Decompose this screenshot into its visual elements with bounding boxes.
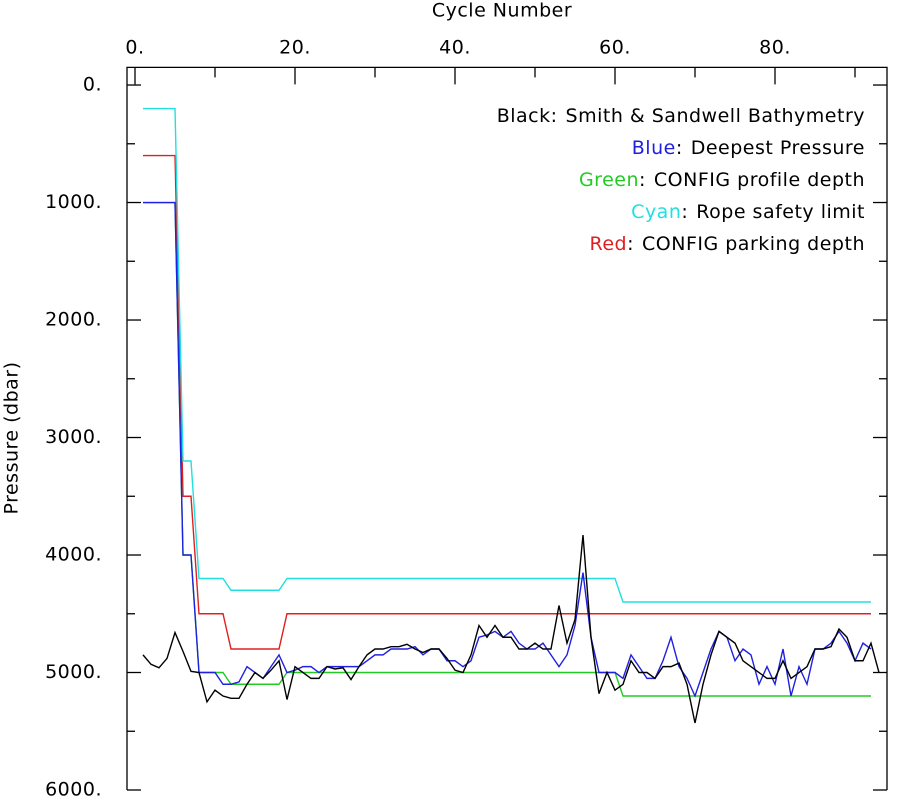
legend-separator: :	[551, 105, 558, 127]
plot-frame	[126, 66, 888, 790]
legend-entry: Black: Smith & Sandwell Bathymetry	[497, 105, 865, 127]
x-tick-label: 40.	[439, 37, 471, 59]
legend-separator: :	[627, 233, 634, 255]
series-line	[143, 154, 871, 650]
legend-name: CONFIG profile depth	[654, 169, 865, 191]
y-tick-label: 4000.	[45, 544, 102, 566]
legend-entry: Red: CONFIG parking depth	[590, 233, 866, 255]
legend-separator: :	[639, 169, 646, 191]
y-tick-label: 3000.	[45, 426, 102, 448]
x-tick-label: 0.	[125, 37, 144, 59]
y-tick-label: 5000.	[45, 661, 102, 683]
x-tick-label: 60.	[599, 37, 631, 59]
y-tick-label: 0.	[83, 74, 102, 96]
legend-name: Deepest Pressure	[691, 137, 865, 159]
legend-separator: :	[681, 201, 688, 223]
legend-key: Blue	[632, 137, 676, 159]
y-tick-label: 6000.	[45, 779, 102, 800]
x-tick-label: 80.	[759, 37, 791, 59]
legend-entry: Blue: Deepest Pressure	[632, 137, 865, 159]
legend-key: Black	[497, 105, 551, 127]
series-line	[143, 107, 871, 603]
series-line	[143, 201, 871, 697]
x-axis-label: Cycle Number	[432, 0, 572, 22]
legend-name: Smith & Sandwell Bathymetry	[566, 105, 865, 127]
legend-name: CONFIG parking depth	[642, 233, 865, 255]
y-axis-label: Pressure (dbar)	[1, 361, 23, 514]
legend-key: Cyan	[631, 201, 681, 223]
x-tick-label: 20.	[279, 37, 311, 59]
legend-entry: Green: CONFIG profile depth	[579, 169, 865, 191]
legend-key: Red	[590, 233, 628, 255]
legend-separator: :	[676, 137, 683, 159]
series-line	[143, 201, 872, 698]
series-line	[142, 534, 880, 724]
y-tick-label: 2000.	[45, 309, 102, 331]
y-tick-label: 1000.	[45, 191, 102, 213]
legend-key: Green	[579, 169, 639, 191]
legend-name: Rope safety limit	[696, 201, 865, 223]
legend-entry: Cyan: Rope safety limit	[631, 201, 865, 223]
